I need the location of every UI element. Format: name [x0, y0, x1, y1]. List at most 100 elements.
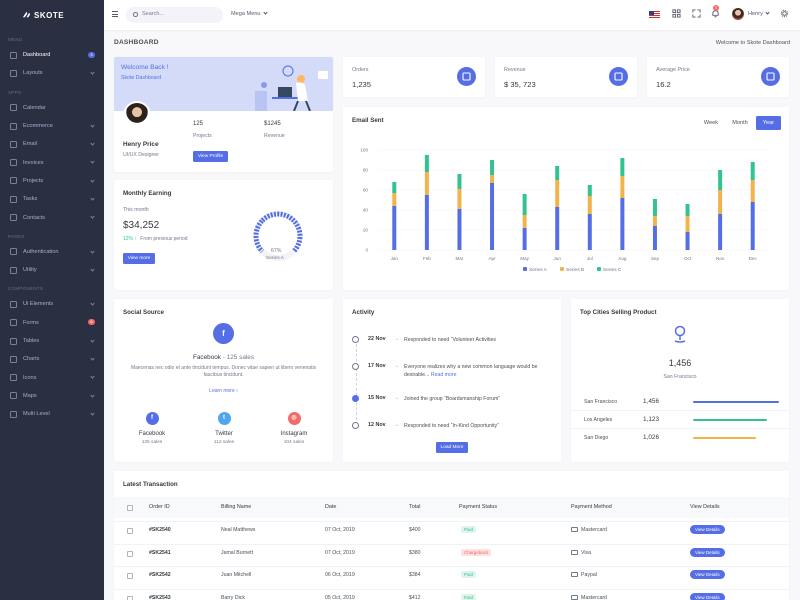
x-tick-label: Nov — [716, 256, 725, 261]
sidebar-item-label: Icons — [23, 374, 37, 381]
learn-more-link[interactable]: Learn more › — [114, 388, 333, 394]
chevron-down-icon — [262, 10, 268, 15]
sidebar-item-authentication[interactable]: Authentication — [0, 243, 104, 261]
read-more-link[interactable]: Read more — [430, 372, 457, 378]
bar-series-a — [392, 206, 397, 250]
view-details-button[interactable]: View Details — [690, 525, 725, 534]
sidebar-item-multi-level[interactable]: Multi Level — [0, 405, 104, 423]
mega-menu-dropdown[interactable]: Mega Menu — [231, 10, 268, 17]
column-header: View Details — [690, 504, 720, 510]
email-sent-card: Email Sent — [343, 107, 789, 290]
sidebar-item-label: Maps — [23, 392, 37, 399]
sidebar-item-ecommerce[interactable]: Ecommerce — [0, 117, 104, 135]
bar-series-b — [457, 189, 462, 209]
sidebar-item-utility[interactable]: Utility — [0, 261, 104, 279]
cell-id[interactable]: #SK2540 — [149, 527, 171, 533]
column-header: Total — [409, 504, 421, 510]
bar-series-b — [587, 196, 592, 214]
welcome-illustration — [255, 65, 328, 111]
sidebar-item-dashboard[interactable]: Dashboard 3 — [0, 46, 104, 64]
view-details-button[interactable]: View Details — [690, 547, 725, 557]
sidebar-item-label: Utility — [23, 267, 37, 274]
email-sent-title: Email Sent — [352, 117, 384, 124]
social-item-twitter[interactable]: t Twitter 112 sales — [194, 412, 254, 445]
cell-total: $412 — [409, 594, 421, 600]
stat-label: Orders — [352, 67, 369, 73]
chevron-down-icon — [90, 301, 95, 306]
city-value: 1,456 — [643, 398, 659, 405]
sidebar-item-projects[interactable]: Projects — [0, 172, 104, 190]
sidebar-section-apps: Apps — [8, 89, 22, 95]
row-checkbox[interactable] — [127, 550, 133, 557]
view-details-button[interactable]: View Details — [690, 592, 725, 600]
x-tick-label: Aug — [618, 256, 627, 261]
payment-method-cell: Mastercard — [571, 527, 607, 533]
sidebar-item-invoices[interactable]: Invoices — [0, 153, 104, 171]
row-checkbox[interactable] — [127, 573, 133, 579]
credit-card-icon — [571, 572, 578, 578]
sidebar-item-calendar[interactable]: Calendar — [0, 99, 104, 117]
contacts-icon — [10, 214, 17, 222]
tab-week[interactable]: Week — [703, 120, 719, 126]
fullscreen-icon[interactable] — [692, 9, 701, 18]
sidebar-item-layouts[interactable]: Layouts — [0, 64, 104, 82]
tab-year[interactable]: Year — [756, 116, 781, 130]
settings-gear-icon[interactable] — [780, 9, 789, 18]
sidebar-item-email[interactable]: Email — [0, 135, 104, 153]
row-checkbox[interactable] — [127, 595, 133, 600]
chevron-down-icon — [90, 267, 95, 272]
x-tick-label: Oct — [684, 256, 692, 261]
column-header: Order ID — [149, 504, 170, 510]
mega-menu-label: Mega Menu — [231, 11, 261, 17]
bar-series-b — [522, 215, 527, 228]
x-tick-label: Apr — [488, 256, 496, 261]
user-avatar[interactable] — [732, 8, 744, 20]
bar-series-a — [424, 195, 429, 250]
row-checkbox[interactable] — [127, 528, 133, 534]
view-profile-button[interactable]: View Profile — [193, 151, 228, 162]
view-more-button[interactable]: View more — [123, 253, 155, 264]
sidebar-item-label: Contacts — [23, 214, 46, 221]
city-value: 1,123 — [643, 416, 659, 423]
utility-icon — [10, 266, 17, 274]
cell-id[interactable]: #SK2541 — [149, 549, 171, 556]
cell-id[interactable]: #SK2542 — [149, 572, 171, 578]
divider — [571, 428, 789, 429]
sidebar-item-tasks[interactable]: Tasks — [0, 190, 104, 208]
sidebar-item-contacts[interactable]: Contacts — [0, 208, 104, 226]
social-item-facebook[interactable]: f Facebook 125 sales — [122, 412, 182, 445]
brand-logo[interactable]: SKOTE — [0, 0, 104, 30]
sidebar-item-tables[interactable]: Tables — [0, 332, 104, 350]
select-all-checkbox[interactable] — [127, 505, 133, 511]
bar-series-b — [424, 172, 429, 195]
top-cities-title: Top Cities Selling Product — [580, 309, 657, 316]
welcome-heading: Welcome Back ! — [121, 64, 169, 71]
chevron-down-icon — [90, 141, 95, 146]
payment-method: Visa — [581, 549, 591, 556]
bar-series-a — [457, 209, 462, 250]
language-flag-icon[interactable] — [649, 11, 660, 18]
copy-icon — [457, 67, 476, 86]
search-input[interactable]: Search... — [126, 7, 223, 23]
social-item-name: Twitter — [215, 431, 233, 437]
sidebar-item-ui-elements[interactable]: Ui Elements — [0, 295, 104, 313]
legend-label: Series A — [529, 267, 548, 273]
maps-icon — [10, 392, 17, 400]
sidebar-item-charts[interactable]: Charts — [0, 350, 104, 368]
menu-toggle-icon[interactable] — [112, 11, 118, 19]
user-dropdown[interactable]: Henry — [748, 10, 770, 17]
sidebar-item-forms[interactable]: Forms 6 — [0, 314, 104, 332]
y-tick-label: 0 — [365, 248, 368, 253]
view-details-button[interactable]: View Details — [690, 570, 725, 579]
credit-card-icon — [571, 549, 578, 555]
social-item-instagram[interactable]: ◎ Instagram 104 sales — [264, 412, 324, 445]
sidebar-item-icons[interactable]: Icons — [0, 368, 104, 386]
tab-month[interactable]: Month — [732, 120, 748, 126]
apps-grid-icon[interactable] — [672, 9, 681, 18]
legend-marker — [597, 267, 601, 271]
load-more-button[interactable]: Load More — [436, 442, 468, 453]
top-city-value: 1,456 — [668, 358, 692, 368]
sidebar-item-maps[interactable]: Maps — [0, 387, 104, 405]
sidebar-item-label: Ecommerce — [23, 123, 53, 130]
cell-id[interactable]: #SK2543 — [149, 594, 171, 600]
